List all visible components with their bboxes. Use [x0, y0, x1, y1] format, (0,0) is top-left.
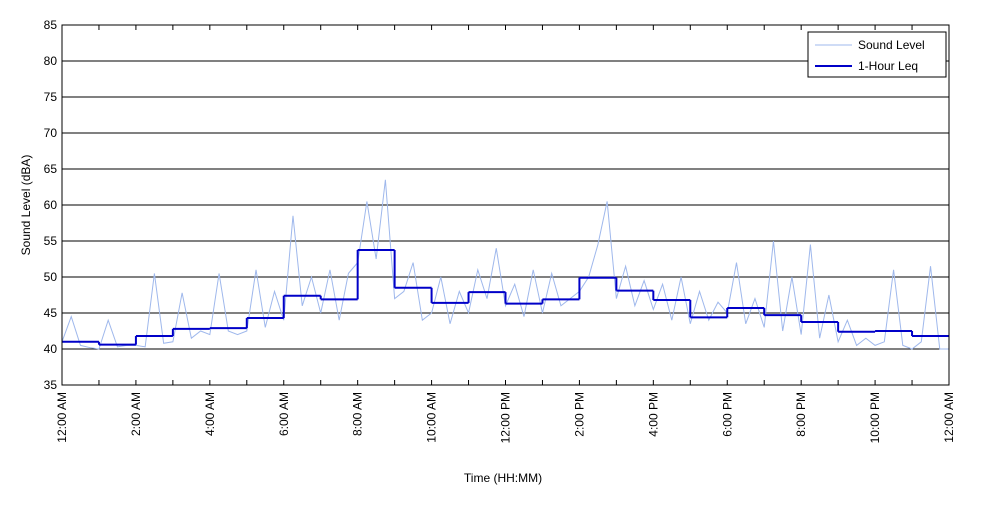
y-tick-label: 55: [44, 234, 58, 248]
y-tick-label: 40: [44, 342, 58, 356]
y-tick-label: 50: [44, 270, 58, 284]
y-tick-label: 60: [44, 198, 58, 212]
x-tick-label: 12:00 AM: [942, 392, 956, 443]
y-tick-label: 45: [44, 306, 58, 320]
plot-frame: [61, 24, 950, 386]
x-tick-label: 10:00 AM: [425, 392, 439, 443]
legend-box: [807, 31, 947, 78]
x-tick-label: 8:00 PM: [794, 392, 808, 437]
y-tick-label: 75: [44, 90, 58, 104]
y-tick-label: 35: [44, 378, 58, 392]
y-tick-label: 65: [44, 162, 58, 176]
sound-level-line: [61, 179, 949, 350]
x-axis-label: Time (HH:MM): [464, 471, 542, 485]
x-tick-label: 10:00 PM: [868, 392, 882, 443]
x-tick-label: 2:00 PM: [572, 392, 586, 437]
legend-label: Sound Level: [858, 38, 925, 52]
legend-label: 1-Hour Leq: [858, 59, 918, 73]
x-tick-label: 6:00 AM: [277, 392, 291, 436]
y-tick-label: 85: [44, 18, 58, 32]
x-tick-label: 12:00 AM: [55, 392, 69, 443]
y-tick-label: 70: [44, 126, 58, 140]
x-tick-label: 2:00 AM: [129, 392, 143, 436]
y-axis-label: Sound Level (dBA): [19, 155, 33, 256]
x-tick-label: 6:00 PM: [720, 392, 734, 437]
x-tick-label: 4:00 PM: [646, 392, 660, 437]
x-tick-label: 8:00 AM: [351, 392, 365, 436]
x-tick-label: 12:00 PM: [499, 392, 513, 443]
y-tick-label: 80: [44, 54, 58, 68]
x-tick-label: 4:00 AM: [203, 392, 217, 436]
